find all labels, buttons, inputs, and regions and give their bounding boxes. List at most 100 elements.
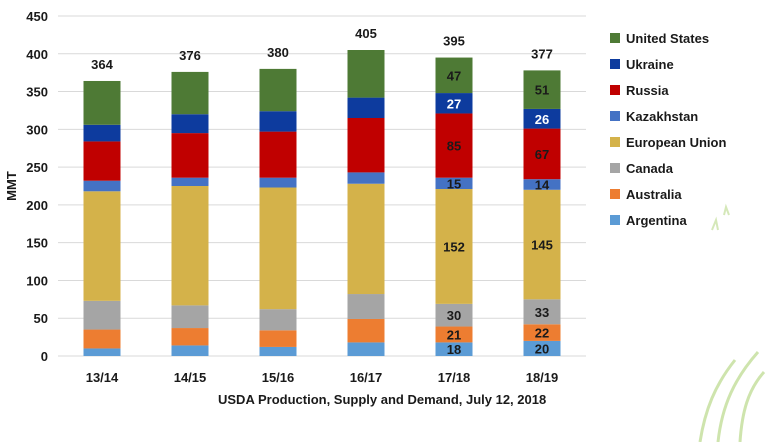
legend-label: Canada [626, 161, 674, 176]
legend-label: United States [626, 31, 709, 46]
bar-segment-ukraine [435, 93, 473, 114]
legend-swatch [610, 59, 620, 69]
y-tick-label: 250 [26, 160, 48, 175]
bar-segment-argentina [83, 348, 121, 356]
bar-segment-russia [259, 131, 297, 178]
bar-segment-kazakhstan [259, 177, 297, 188]
legend-label: Kazakhstan [626, 109, 698, 124]
bar-total-label: 380 [267, 45, 289, 60]
bar-segment-australia [171, 328, 209, 346]
bar-segment-canada [435, 303, 473, 327]
legend-label: Ukraine [626, 57, 674, 72]
bar-segment-united-states [523, 70, 561, 109]
bar-segment-kazakhstan [523, 179, 561, 190]
bar-segment-australia [435, 326, 473, 343]
bar-segment-canada [347, 294, 385, 319]
wheat-decoration [738, 371, 766, 442]
y-tick-label: 50 [34, 311, 48, 326]
bar-segment-kazakhstan [83, 180, 121, 192]
bar-segment-canada [83, 300, 121, 330]
y-tick-label: 350 [26, 85, 48, 100]
bar-segment-australia [259, 330, 297, 347]
wheat-decoration [716, 351, 760, 442]
legend-swatch [610, 33, 620, 43]
y-tick-label: 200 [26, 198, 48, 213]
y-tick-label: 150 [26, 236, 48, 251]
bar-segment-ukraine [171, 114, 209, 134]
data-label: 145 [531, 238, 553, 253]
legend-swatch [610, 215, 620, 225]
bar-segment-argentina [171, 345, 209, 356]
legend-label: Australia [626, 187, 682, 202]
legend-swatch [610, 163, 620, 173]
bar-segment-russia [435, 113, 473, 178]
x-tick-label: 17/18 [438, 370, 471, 385]
bar-segment-canada [259, 309, 297, 331]
data-label: 14 [535, 177, 550, 192]
y-tick-label: 0 [41, 349, 48, 364]
legend-label: Russia [626, 83, 669, 98]
x-tick-label: 15/16 [262, 370, 295, 385]
bar-total-label: 376 [179, 48, 201, 63]
bar-segment-european-union [171, 186, 209, 306]
bar-segment-ukraine [347, 97, 385, 118]
data-label: 33 [535, 305, 549, 320]
wheat-decoration [711, 203, 730, 231]
y-tick-label: 450 [26, 9, 48, 24]
bar-segment-european-union [259, 187, 297, 310]
bar-segment-russia [523, 128, 561, 180]
bar-segment-kazakhstan [347, 172, 385, 184]
data-label: 26 [535, 112, 549, 127]
bar-total-label: 405 [355, 26, 377, 41]
legend-swatch [610, 85, 620, 95]
data-label: 18 [447, 342, 461, 357]
bar-segment-russia [83, 141, 121, 181]
bar-total-label: 364 [91, 57, 113, 72]
bar-segment-canada [523, 299, 561, 325]
legend-label: Argentina [626, 213, 687, 228]
bar-segment-australia [83, 329, 121, 349]
data-label: 47 [447, 68, 461, 83]
bar-segment-ukraine [83, 124, 121, 142]
legend-swatch [610, 111, 620, 121]
bar-segment-kazakhstan [171, 177, 209, 186]
data-label: 85 [447, 139, 461, 154]
bar-segment-ukraine [523, 108, 561, 129]
bar-segment-argentina [523, 340, 561, 356]
bar-segment-australia [347, 318, 385, 343]
legend-swatch [610, 189, 620, 199]
bar-segment-argentina [259, 346, 297, 356]
bar-segment-european-union [83, 191, 121, 301]
data-label: 21 [447, 327, 461, 342]
bar-segment-united-states [83, 80, 121, 125]
data-label: 152 [443, 239, 465, 254]
x-tick-label: 13/14 [86, 370, 119, 385]
bar-segment-united-states [259, 68, 297, 112]
y-axis-title: MMT [4, 171, 19, 201]
data-label: 51 [535, 83, 549, 98]
bar-segment-united-states [347, 50, 385, 98]
bar-segment-canada [171, 305, 209, 329]
data-label: 20 [535, 341, 549, 356]
bar-segment-ukraine [259, 111, 297, 132]
data-label: 22 [535, 326, 549, 341]
y-tick-label: 300 [26, 122, 48, 137]
legend-swatch [610, 137, 620, 147]
data-label: 67 [535, 147, 549, 162]
bar-total-label: 395 [443, 34, 465, 49]
legend-label: European Union [626, 135, 726, 150]
source-note: USDA Production, Supply and Demand, July… [218, 392, 546, 407]
x-tick-label: 18/19 [526, 370, 559, 385]
data-label: 30 [447, 308, 461, 323]
bar-segment-argentina [435, 342, 473, 356]
bar-segment-australia [523, 324, 561, 341]
bar-total-label: 377 [531, 46, 553, 61]
y-tick-label: 100 [26, 273, 48, 288]
wheat-decoration [698, 359, 737, 442]
data-label: 15 [447, 176, 461, 191]
bar-segment-argentina [347, 342, 385, 356]
y-tick-label: 400 [26, 47, 48, 62]
bar-segment-european-union [435, 189, 473, 304]
bar-segment-european-union [523, 189, 561, 300]
